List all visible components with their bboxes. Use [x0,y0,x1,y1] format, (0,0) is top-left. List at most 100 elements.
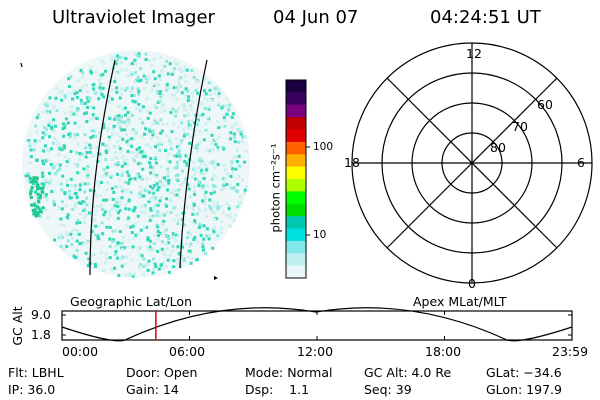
image-speckle [113,252,117,256]
image-speckle [83,112,87,116]
image-speckle [118,96,122,100]
image-speckle [185,206,189,210]
image-speckle [237,154,241,158]
image-speckle [161,102,165,106]
image-speckle [98,152,102,156]
image-speckle [117,114,121,118]
image-speckle [120,196,124,200]
image-speckle [110,55,114,59]
image-speckle [245,150,249,154]
image-speckle [58,236,62,240]
image-speckle [83,207,87,211]
image-speckle [70,184,74,188]
image-speckle [64,123,68,127]
image-speckle [86,105,89,109]
image-speckle [48,135,51,139]
image-speckle [186,153,190,157]
image-speckle [26,174,30,177]
image-speckle [165,122,169,126]
image-speckle [185,163,189,167]
image-speckle [190,176,194,180]
image-speckle [220,226,223,230]
timeline-xticks [61,311,573,340]
image-speckle [102,95,105,99]
image-speckle [187,120,190,124]
image-speckle [108,245,112,248]
image-speckle [66,183,69,187]
image-speckle [126,119,130,123]
image-speckle [208,161,212,165]
image-speckle [76,254,80,258]
image-speckle [190,69,194,72]
image-speckle [199,224,203,228]
image-speckle [116,117,120,121]
image-speckle [189,135,193,139]
image-speckle [239,132,243,136]
image-speckle [148,219,152,222]
image-speckle [154,196,158,200]
image-speckle [29,195,33,199]
image-speckle [172,259,176,263]
image-speckle [75,249,79,252]
mlt-label-18: 18 [344,155,360,170]
image-speckle [202,138,206,142]
image-speckle [211,160,214,164]
image-speckle [189,123,193,127]
image-speckle [64,94,67,98]
image-speckle [146,132,150,136]
image-speckle [216,163,220,166]
image-speckle [112,206,116,210]
image-speckle [141,155,145,159]
image-speckle [143,203,147,207]
image-speckle [142,257,146,261]
image-speckle [40,187,44,191]
image-speckle [236,205,240,209]
image-speckle [148,198,152,201]
image-speckle [110,186,114,190]
image-speckle [158,199,162,203]
image-speckle [107,210,111,214]
image-speckle [135,176,139,180]
image-speckle [173,59,177,63]
image-speckle [120,264,124,268]
image-speckle [84,213,88,217]
image-speckle [123,202,127,206]
image-speckle [197,206,200,210]
image-speckle [119,241,122,245]
image-speckle [87,211,91,215]
image-speckle [202,224,206,228]
image-speckle [179,69,183,73]
image-speckle [179,139,183,143]
image-speckle [148,129,152,133]
image-speckle [29,180,33,184]
image-speckle [155,185,159,189]
image-speckle [167,241,170,245]
image-speckle [114,156,117,159]
image-speckle [157,267,161,271]
image-speckle [84,251,88,255]
image-speckle [83,200,87,204]
image-speckle [130,137,134,141]
image-speckle [144,52,148,56]
image-speckle [118,147,122,151]
image-speckle [150,88,154,92]
image-speckle [79,212,82,216]
image-speckle [187,231,190,235]
image-speckle [33,139,37,143]
image-speckle [214,175,218,179]
image-speckle [50,127,54,131]
image-speckle [174,114,177,118]
image-speckle [175,160,179,164]
image-speckle [135,147,139,151]
image-speckle [77,201,81,205]
image-speckle [30,203,34,207]
disk-tick-mark [20,62,23,68]
image-speckle [211,188,215,192]
image-speckle [85,90,89,94]
image-speckle [171,192,175,195]
image-speckle [44,102,47,106]
image-speckle [73,92,77,96]
image-speckle [229,174,233,178]
image-speckle [83,190,87,194]
image-speckle [183,132,187,136]
